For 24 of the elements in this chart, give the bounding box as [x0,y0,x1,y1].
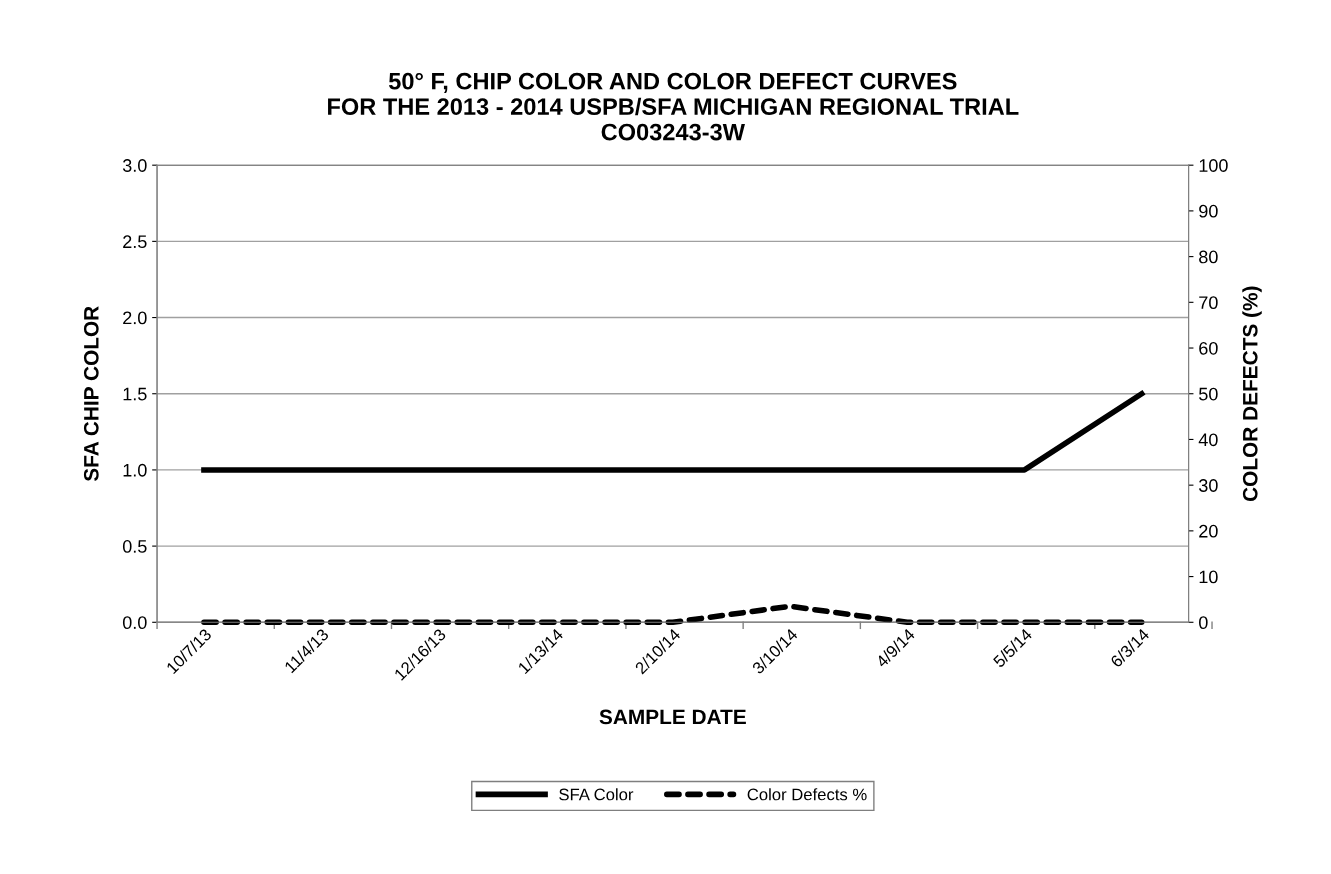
y-tick-label: 3.0 [122,159,147,172]
y2-tick-label: 20 [1199,524,1218,538]
y2-tick-label: 100 [1199,159,1228,172]
y-tick-label: 2.0 [123,311,147,325]
y2-tick-label: 0 [1199,616,1208,630]
y-tick-label: 1.0 [123,463,147,477]
y2-axis-title: COLOR DEFECTS (%) [1242,286,1262,502]
y2-tick-label: 90 [1199,204,1218,218]
y2-tick-label: 60 [1199,341,1218,355]
y2-tick-label: 10 [1199,570,1218,584]
y-tick-label: 1.5 [123,387,147,401]
y2-tick-label: 30 [1198,479,1218,492]
y-axis-title: SFA CHIP COLOR [83,306,99,482]
y2-tick-label: 80 [1199,250,1218,264]
y2-tick-label: 70 [1199,296,1218,310]
y-tick-label: 2.5 [123,235,147,249]
legend-label: Color Defects % [747,788,867,801]
y-tick-label: 0.0 [122,616,147,630]
legend-label: SFA Color [559,788,634,801]
chart-title: 50° F, CHIP COLOR AND COLOR DEFECT CURVES FOR THE 2013 - 2014 USPB/SFA MICHIGAN REGIONAL TRIAL CO03243-3W [328,72,1019,141]
x-axis-title: SAMPLE DATE [599,709,746,725]
y2-tick-label: 50 [1199,387,1218,401]
y-tick-label: 0.5 [122,540,147,553]
y2-tick-label: 40 [1198,433,1218,447]
